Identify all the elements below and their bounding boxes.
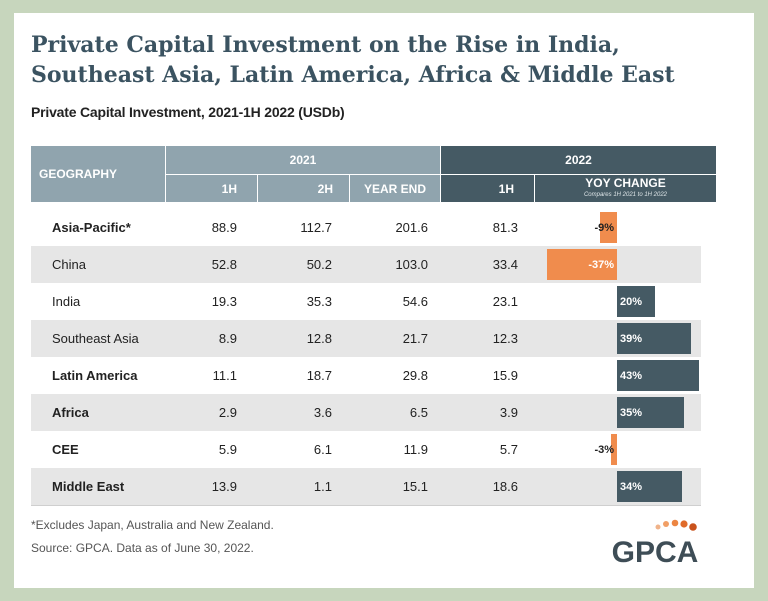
- geography-cell: Latin America: [52, 368, 138, 383]
- chart-title: Private Capital Investment on the Rise i…: [31, 30, 721, 90]
- header-2021-label: 2021: [289, 153, 317, 167]
- value-cell-h1-2022: 3.9: [499, 405, 518, 420]
- value-cell-h1-2022: 5.7: [499, 442, 518, 457]
- value-cell-h1-2021: 8.9: [218, 331, 237, 346]
- title-line-2: Southeast Asia, Latin America, Africa & …: [31, 62, 675, 88]
- value-cell-h1-2022: 23.1: [492, 294, 518, 309]
- value-cell-h2-2021: 18.7: [306, 368, 332, 383]
- logo-dot-2: [663, 521, 669, 527]
- value-cell-ye-2021: 29.8: [402, 368, 428, 383]
- value-cell-h1-2022: 33.4: [492, 257, 518, 272]
- header-2022: 2022: [441, 146, 716, 174]
- value-cell-ye-2021: 54.6: [402, 294, 428, 309]
- logo-dot-5: [689, 523, 697, 531]
- table-row: [31, 468, 701, 506]
- geography-cell: Asia-Pacific*: [52, 220, 131, 235]
- header-yoy: YOY CHANGE Compares 1H 2021 to 1H 2022: [535, 175, 716, 202]
- chart-subtitle: Private Capital Investment, 2021-1H 2022…: [31, 104, 345, 120]
- table-row: [31, 283, 701, 321]
- table-row: [31, 209, 701, 247]
- value-cell-ye-2021: 103.0: [395, 257, 428, 272]
- value-cell-ye-2021: 15.1: [402, 479, 428, 494]
- yoy-bar: [617, 360, 699, 391]
- value-cell-h2-2021: 3.6: [313, 405, 332, 420]
- value-cell-h1-2021: 11.1: [212, 368, 237, 383]
- yoy-bar: [546, 249, 617, 280]
- yoy-label: -9%: [594, 221, 614, 234]
- value-cell-h2-2021: 112.7: [300, 220, 332, 235]
- yoy-label: 39%: [620, 332, 643, 345]
- header-2021-2h: 2H: [258, 175, 349, 202]
- value-cell-h2-2021: 12.8: [306, 331, 332, 346]
- yoy-label: -37%: [588, 258, 614, 271]
- value-cell-ye-2021: 201.6: [395, 220, 428, 235]
- yoy-bar: [617, 323, 692, 354]
- header-2021-1h-label: 1H: [221, 181, 237, 196]
- value-cell-h2-2021: 35.3: [306, 294, 332, 309]
- value-cell-ye-2021: 6.5: [409, 405, 428, 420]
- header-yoy-note: Compares 1H 2021 to 1H 2022: [583, 191, 668, 198]
- geography-cell: India: [52, 294, 81, 309]
- value-cell-h2-2021: 1.1: [313, 479, 332, 494]
- geography-cell: CEE: [52, 442, 79, 457]
- value-cell-h1-2021: 13.9: [211, 479, 237, 494]
- table-row: [31, 394, 701, 432]
- value-cell-ye-2021: 11.9: [403, 442, 428, 457]
- yoy-label: 35%: [620, 406, 643, 419]
- logo-dot-1: [655, 524, 661, 530]
- header-2022-1h: 1H: [441, 175, 534, 202]
- value-cell-h2-2021: 6.1: [313, 442, 332, 457]
- yoy-label: -3%: [594, 443, 614, 456]
- header-2022-label: 2022: [565, 153, 592, 167]
- yoy-label: 34%: [620, 480, 643, 493]
- value-cell-h1-2021: 2.9: [218, 405, 237, 420]
- value-cell-h1-2021: 5.9: [218, 442, 237, 457]
- footnote-exclusions: *Excludes Japan, Australia and New Zeala…: [31, 518, 274, 532]
- geography-cell: Africa: [52, 405, 89, 420]
- header-year-end-label: YEAR END: [363, 181, 426, 196]
- logo-text: GPCA: [612, 536, 699, 568]
- geography-cell: China: [52, 257, 86, 272]
- value-cell-h1-2022: 15.9: [492, 368, 518, 383]
- logo-dot-3: [671, 519, 679, 527]
- yoy-label: 20%: [620, 295, 643, 308]
- yoy-bar: [617, 471, 682, 502]
- header-2021-year-end: YEAR END: [350, 175, 440, 202]
- yoy-label: 43%: [620, 369, 643, 382]
- geography-cell: Middle East: [52, 479, 125, 494]
- gpca-logo: GPCA: [612, 519, 699, 568]
- header-2022-1h-label: 1H: [498, 181, 514, 196]
- yoy-bar: [617, 286, 655, 317]
- yoy-bar: [617, 397, 684, 428]
- value-cell-h2-2021: 50.2: [306, 257, 332, 272]
- header-2021-1h: 1H: [166, 175, 257, 202]
- footnote-source: Source: GPCA. Data as of June 30, 2022.: [31, 541, 254, 555]
- value-cell-ye-2021: 21.7: [402, 331, 428, 346]
- header-2021-2h-label: 2H: [317, 181, 333, 196]
- value-cell-h1-2022: 81.3: [492, 220, 518, 235]
- header-geography: GEOGRAPHY: [31, 146, 165, 202]
- yoy-bar: [611, 434, 617, 465]
- value-cell-h1-2021: 52.8: [211, 257, 237, 272]
- value-cell-h1-2021: 88.9: [211, 220, 237, 235]
- yoy-bar: [599, 212, 617, 243]
- header-2021: 2021: [166, 146, 440, 174]
- value-cell-h1-2022: 18.6: [492, 479, 518, 494]
- value-cell-h1-2022: 12.3: [492, 331, 518, 346]
- value-cell-h1-2021: 19.3: [211, 294, 237, 309]
- geography-cell: Southeast Asia: [52, 331, 139, 346]
- header-yoy-label: YOY CHANGE: [585, 175, 666, 190]
- header-geography-label: GEOGRAPHY: [39, 167, 118, 181]
- title-line-1: Private Capital Investment on the Rise i…: [31, 32, 620, 58]
- logo-dot-4: [680, 520, 688, 528]
